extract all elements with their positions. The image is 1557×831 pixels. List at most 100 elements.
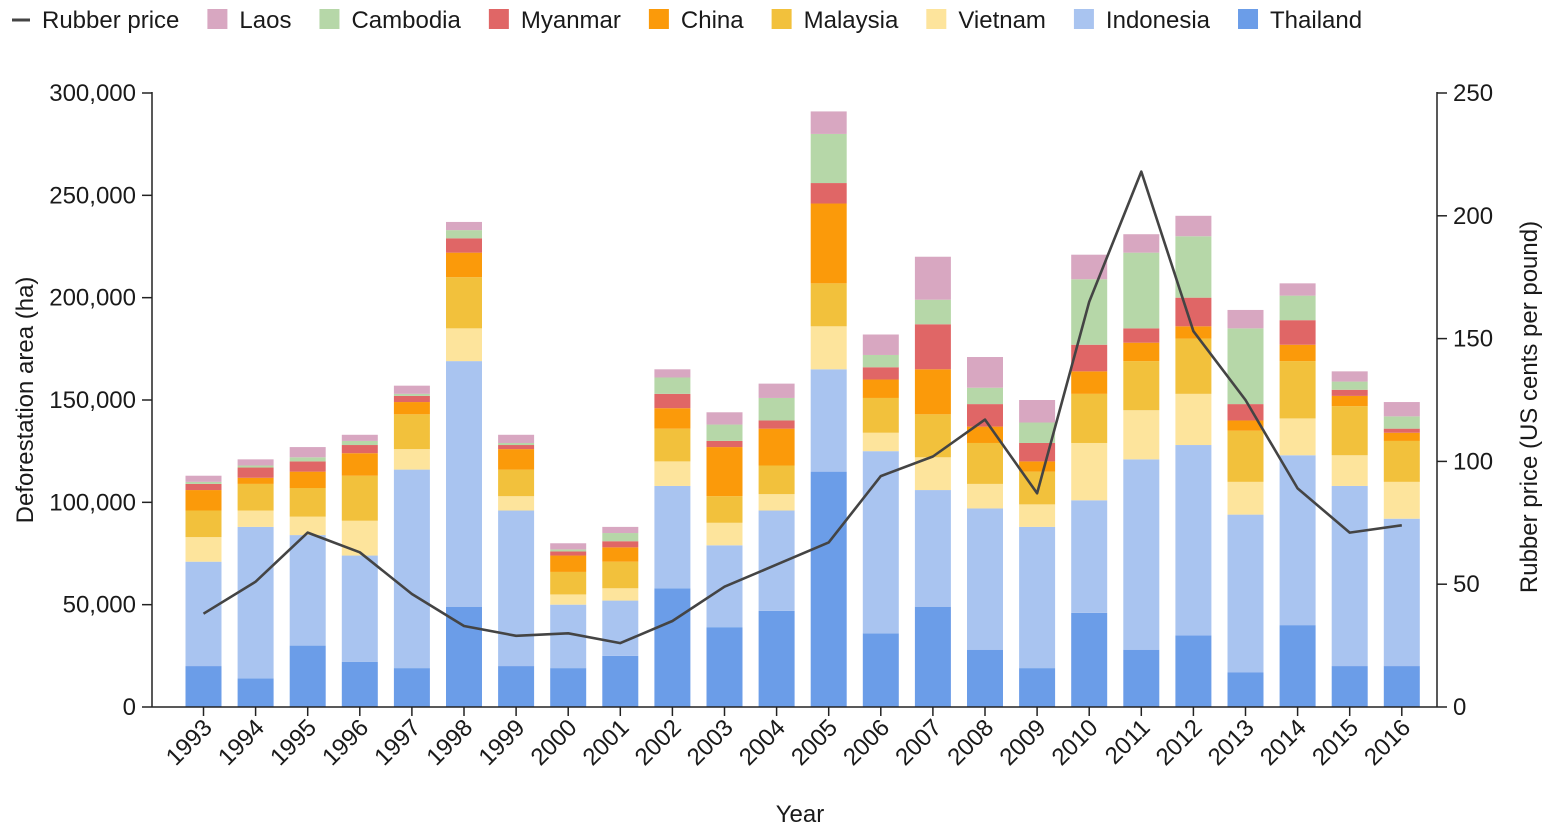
bar-indonesia-2004 bbox=[758, 510, 795, 611]
bar-laos-1993 bbox=[185, 475, 222, 482]
x-tick-label: 2007 bbox=[890, 714, 947, 771]
bar-cambodia-2016 bbox=[1383, 416, 1420, 429]
bar-thailand-2013 bbox=[1227, 672, 1264, 707]
x-tick-label: 2010 bbox=[1047, 714, 1104, 771]
legend-swatch bbox=[648, 9, 669, 29]
bar-cambodia-2009 bbox=[1019, 422, 1056, 443]
bar-malaysia-2006 bbox=[862, 397, 899, 433]
legend-item-vietnam: Vietnam bbox=[926, 7, 1046, 34]
bar-myanmar-2008 bbox=[967, 404, 1003, 427]
bar-myanmar-1999 bbox=[498, 445, 535, 450]
bar-laos-1995 bbox=[289, 447, 326, 458]
x-tick-label: 1998 bbox=[421, 714, 478, 771]
bar-malaysia-2011 bbox=[1123, 361, 1160, 411]
bar-laos-2003 bbox=[706, 412, 743, 425]
bar-cambodia-2014 bbox=[1279, 295, 1316, 321]
bar-malaysia-2007 bbox=[914, 414, 951, 458]
bar-cambodia-2008 bbox=[967, 387, 1003, 405]
bar-thailand-2011 bbox=[1123, 649, 1160, 707]
bar-indonesia-2001 bbox=[602, 600, 639, 656]
bar-thailand-1998 bbox=[446, 606, 482, 707]
bar-vietnam-2016 bbox=[1383, 481, 1420, 519]
bar-vietnam-2014 bbox=[1279, 418, 1316, 456]
x-tick-label: 2013 bbox=[1203, 714, 1260, 771]
legend-label: Indonesia bbox=[1106, 7, 1211, 34]
bar-myanmar-1994 bbox=[237, 467, 274, 478]
bar-malaysia-2010 bbox=[1071, 393, 1108, 443]
legend-label: Malaysia bbox=[804, 7, 899, 34]
bar-malaysia-2005 bbox=[810, 283, 847, 327]
bar-thailand-2009 bbox=[1019, 668, 1056, 707]
bar-malaysia-2015 bbox=[1331, 406, 1368, 456]
bar-vietnam-2006 bbox=[862, 432, 899, 452]
bar-china-1996 bbox=[341, 453, 378, 476]
bar-thailand-1993 bbox=[185, 666, 222, 707]
bar-myanmar-1993 bbox=[185, 483, 222, 491]
bar-laos-2008 bbox=[967, 357, 1003, 388]
rubber-price-line bbox=[202, 170, 1402, 645]
bar-china-1995 bbox=[289, 471, 326, 489]
bar-laos-2013 bbox=[1227, 309, 1264, 329]
y2-tick-label: 150 bbox=[1453, 326, 1493, 353]
bar-china-2003 bbox=[706, 447, 743, 497]
bar-laos-2006 bbox=[862, 334, 899, 355]
y2-tick-label: 250 bbox=[1453, 80, 1493, 107]
bar-cambodia-2000 bbox=[550, 549, 587, 552]
bar-vietnam-2010 bbox=[1071, 442, 1108, 501]
bar-vietnam-2012 bbox=[1175, 393, 1212, 446]
bar-china-2016 bbox=[1383, 432, 1420, 441]
bar-malaysia-1994 bbox=[237, 483, 274, 511]
bar-myanmar-1996 bbox=[341, 445, 378, 454]
bar-thailand-2002 bbox=[654, 588, 691, 707]
bars bbox=[185, 111, 1420, 707]
bar-china-2011 bbox=[1123, 342, 1160, 362]
bar-cambodia-2012 bbox=[1175, 236, 1212, 298]
bar-thailand-1995 bbox=[289, 645, 326, 707]
bar-cambodia-1996 bbox=[341, 440, 378, 446]
bar-indonesia-1999 bbox=[498, 510, 535, 667]
y-tick-label: 50,000 bbox=[63, 592, 136, 619]
bar-malaysia-1995 bbox=[289, 488, 326, 517]
legend-item-malaysia: Malaysia bbox=[771, 7, 899, 34]
bar-cambodia-2010 bbox=[1071, 279, 1108, 345]
legend-label: China bbox=[681, 7, 744, 34]
bar-china-2014 bbox=[1279, 344, 1316, 362]
rubber-price-polyline bbox=[202, 170, 1402, 645]
x-tick-label: 1997 bbox=[369, 714, 426, 771]
bar-malaysia-1997 bbox=[393, 414, 430, 450]
legend-label: Laos bbox=[239, 7, 291, 34]
y-tick-label: 200,000 bbox=[49, 285, 136, 312]
x-tick-label: 1995 bbox=[265, 714, 322, 771]
bar-china-1997 bbox=[393, 402, 430, 415]
bar-laos-2004 bbox=[758, 383, 795, 398]
bar-malaysia-2013 bbox=[1227, 430, 1264, 482]
bar-malaysia-2014 bbox=[1279, 361, 1316, 419]
legend-item-laos: Laos bbox=[207, 7, 291, 34]
x-tick-label: 2003 bbox=[682, 714, 739, 771]
x-tick-label: 1996 bbox=[317, 714, 374, 771]
x-tick-label: 2001 bbox=[578, 714, 635, 771]
bar-malaysia-2000 bbox=[550, 571, 587, 595]
bar-indonesia-1993 bbox=[185, 561, 222, 667]
x-tick-label: 2006 bbox=[838, 714, 895, 771]
legend-item-china: China bbox=[648, 7, 744, 34]
y-tick-label: 100,000 bbox=[49, 489, 136, 516]
legend-item-rubber-price: Rubber price bbox=[12, 7, 179, 34]
bar-vietnam-2000 bbox=[550, 594, 587, 605]
bar-thailand-2014 bbox=[1279, 625, 1316, 707]
legend-label: Myanmar bbox=[521, 7, 621, 34]
y2-axis-label: Rubber price (US cents per pound) bbox=[1516, 221, 1543, 593]
y-axis-label: Deforestation area (ha) bbox=[12, 277, 39, 524]
bar-vietnam-1994 bbox=[237, 510, 274, 527]
bar-malaysia-1993 bbox=[185, 510, 222, 538]
legend-swatch bbox=[1238, 9, 1259, 29]
bar-myanmar-2011 bbox=[1123, 328, 1160, 343]
bar-indonesia-1997 bbox=[393, 469, 430, 669]
bar-indonesia-2002 bbox=[654, 485, 691, 589]
bar-indonesia-1995 bbox=[289, 535, 326, 646]
bar-thailand-1997 bbox=[393, 668, 430, 707]
bar-vietnam-1996 bbox=[341, 520, 378, 556]
bar-indonesia-2006 bbox=[862, 451, 899, 634]
bar-vietnam-1999 bbox=[498, 496, 535, 511]
y2-tick-label: 0 bbox=[1453, 694, 1466, 721]
